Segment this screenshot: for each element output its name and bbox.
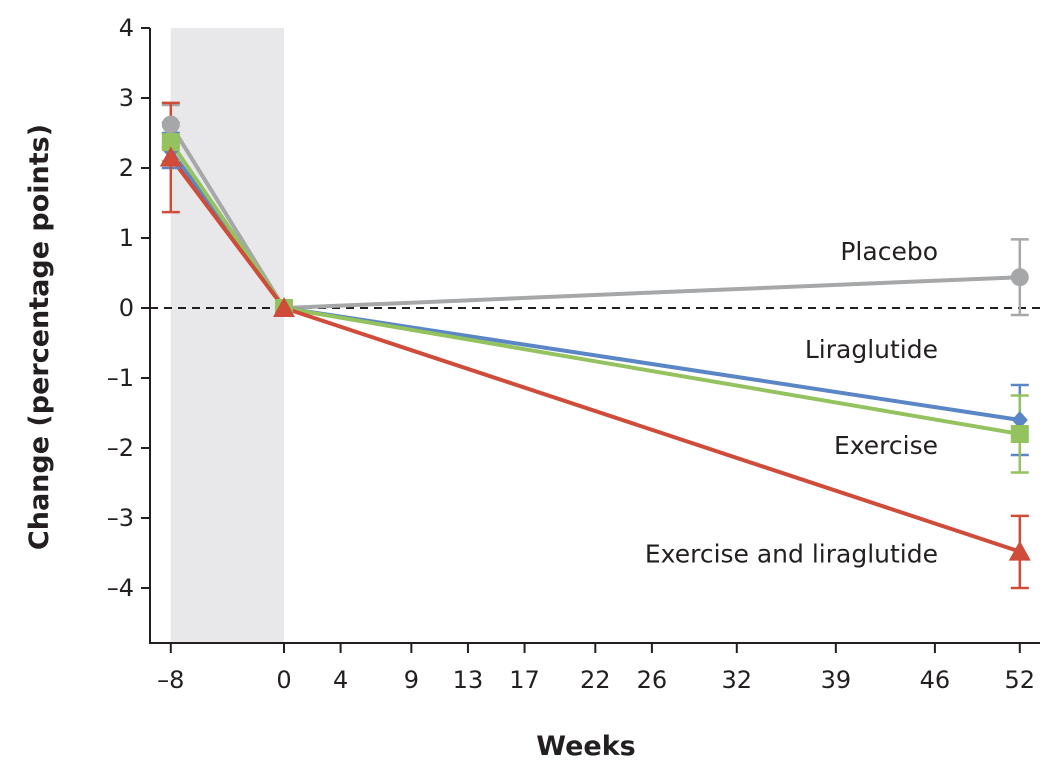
x-ticks: –8 0 4 9 13 17 22 26 32 39 46 52 [157,643,1035,694]
exercise-and-liraglutide-label: Exercise and liraglutide [645,540,938,569]
x-axis-title: Weeks [536,731,635,762]
y-tick-label: –2 [107,434,134,462]
exercise-and-liraglutide-point [1008,540,1031,561]
x-tick-label: 17 [509,666,540,694]
y-tick-label: –3 [107,504,134,532]
y-tick-label: 3 [119,84,134,112]
x-tick-label: –8 [157,666,184,694]
liraglutide-label: Liraglutide [805,335,938,364]
exercise-and-liraglutide-point [159,146,182,167]
x-tick-label: 22 [580,666,611,694]
exercise-point [1010,425,1029,443]
exercise-and-liraglutide-point [273,297,295,317]
liraglutide-point [1011,411,1028,429]
placebo-point [161,115,180,134]
liraglutide-line [169,149,1021,422]
y-tick-label: –1 [107,364,134,392]
x-tick-label: 52 [1005,666,1036,694]
y-ticks: 4 3 2 1 0 –1 –2 –3 –4 [107,14,150,602]
y-tick-label: 4 [119,14,134,42]
exercise-line [169,140,1021,436]
shaded-region [170,28,284,643]
y-tick-label: 2 [119,154,134,182]
y-tick-label: 0 [119,294,134,322]
y-tick-label: 1 [119,224,134,252]
placebo-point [1010,268,1029,287]
x-tick-label: 9 [404,666,419,694]
exercise-label: Exercise [834,431,938,460]
placebo-label: Placebo [840,237,938,266]
x-tick-label: 32 [722,666,753,694]
data-markers [159,115,1031,561]
y-axis-title: Change (percentage points) [24,124,55,550]
x-tick-label: 4 [333,666,348,694]
placebo-line [169,123,1020,310]
x-tick-label: 0 [276,666,291,694]
x-tick-label: 39 [821,666,852,694]
x-tick-label: 46 [920,666,951,694]
x-tick-label: 26 [637,666,668,694]
x-tick-label: 13 [453,666,484,694]
exercise-point [161,133,180,152]
series-labels: Placebo Liraglutide Exercise Exercise and l… [645,237,938,568]
y-tick-label: –4 [107,574,134,602]
